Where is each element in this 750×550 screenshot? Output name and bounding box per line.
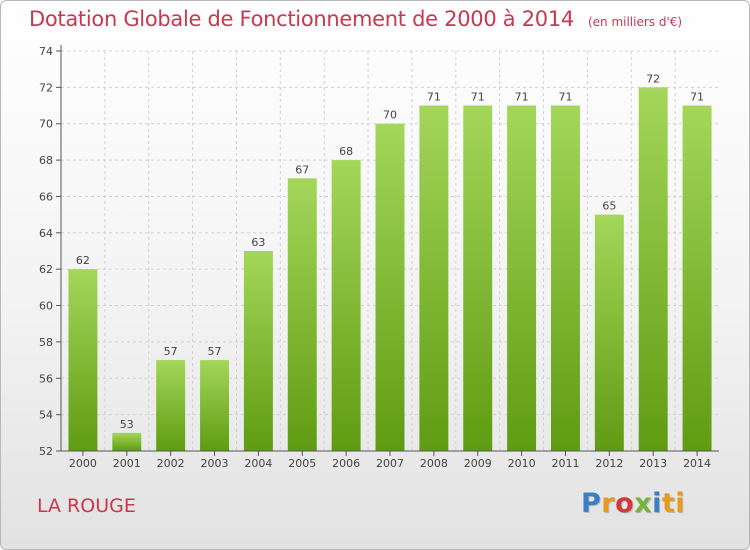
x-tick-label: 2012 bbox=[595, 457, 623, 470]
location-name: LA ROUGE bbox=[37, 495, 136, 517]
x-tick-label: 2006 bbox=[332, 457, 360, 470]
data-label: 70 bbox=[383, 109, 397, 122]
bar bbox=[507, 105, 537, 451]
logo-letter: i bbox=[652, 488, 662, 519]
bar bbox=[638, 87, 668, 451]
x-tick-label: 2014 bbox=[683, 457, 711, 470]
data-label: 65 bbox=[602, 200, 616, 213]
bar bbox=[112, 432, 142, 451]
y-tick-label: 58 bbox=[39, 336, 53, 349]
data-label: 57 bbox=[164, 345, 178, 358]
bar bbox=[594, 214, 624, 451]
bar bbox=[287, 178, 317, 452]
x-tick-label: 2003 bbox=[201, 457, 229, 470]
logo-letter: r bbox=[601, 488, 616, 519]
bar bbox=[463, 105, 493, 451]
logo-letter: ti bbox=[661, 488, 686, 519]
data-label: 71 bbox=[558, 91, 572, 104]
x-tick-label: 2009 bbox=[464, 457, 492, 470]
bar bbox=[682, 105, 712, 451]
data-label: 71 bbox=[690, 91, 704, 104]
y-tick-label: 70 bbox=[39, 118, 53, 131]
bar bbox=[68, 269, 98, 451]
bar bbox=[200, 360, 230, 451]
data-label: 67 bbox=[295, 163, 309, 176]
logo-letter: x bbox=[634, 488, 653, 519]
x-tick-label: 2002 bbox=[157, 457, 185, 470]
x-tick-label: 2010 bbox=[508, 457, 536, 470]
y-tick-label: 74 bbox=[39, 45, 53, 58]
data-label: 71 bbox=[515, 91, 529, 104]
data-label: 68 bbox=[339, 145, 353, 158]
bar bbox=[550, 105, 580, 451]
bar bbox=[243, 251, 273, 451]
y-tick-label: 68 bbox=[39, 154, 53, 167]
x-tick-label: 2004 bbox=[244, 457, 272, 470]
axes: 52 54 56 58 60 62 64 66 68 70 72 74 2000 2001 2002 2003… bbox=[39, 45, 719, 470]
y-tick-label: 62 bbox=[39, 263, 53, 276]
data-label: 71 bbox=[471, 91, 485, 104]
x-tick-label: 2001 bbox=[113, 457, 141, 470]
bar bbox=[419, 105, 449, 451]
logo-letter: o bbox=[615, 488, 635, 519]
data-label: 72 bbox=[646, 72, 660, 85]
x-tick-label: 2007 bbox=[376, 457, 404, 470]
x-tick-label: 2008 bbox=[420, 457, 448, 470]
x-tick-label: 2011 bbox=[551, 457, 579, 470]
data-label: 71 bbox=[427, 91, 441, 104]
bar bbox=[331, 160, 361, 451]
bars: 62 53 57 57 63 67 68 70 71 71 71 71 65 72 71 bbox=[68, 72, 712, 452]
title-text: Dotation Globale de Fonctionnement de 20… bbox=[29, 7, 574, 31]
data-label: 53 bbox=[120, 418, 134, 431]
y-tick-label: 56 bbox=[39, 372, 53, 385]
bar bbox=[156, 360, 186, 451]
data-label: 62 bbox=[76, 254, 90, 267]
logo-letter: P bbox=[581, 488, 602, 519]
chart-title: Dotation Globale de Fonctionnement de 20… bbox=[29, 7, 682, 31]
y-tick-label: 60 bbox=[39, 300, 53, 313]
y-tick-label: 64 bbox=[39, 227, 53, 240]
y-tick-label: 66 bbox=[39, 190, 53, 203]
chart-subtitle: (en milliers d'€) bbox=[587, 15, 683, 29]
data-label: 63 bbox=[251, 236, 265, 249]
x-tick-label: 2013 bbox=[639, 457, 667, 470]
x-tick-label: 2000 bbox=[69, 457, 97, 470]
bar bbox=[375, 123, 405, 452]
y-tick-label: 52 bbox=[39, 445, 53, 458]
data-label: 57 bbox=[208, 345, 222, 358]
y-tick-label: 72 bbox=[39, 81, 53, 94]
x-tick-label: 2005 bbox=[288, 457, 316, 470]
proxiti-logo: Proxiti bbox=[581, 488, 685, 519]
y-tick-label: 54 bbox=[39, 409, 53, 422]
